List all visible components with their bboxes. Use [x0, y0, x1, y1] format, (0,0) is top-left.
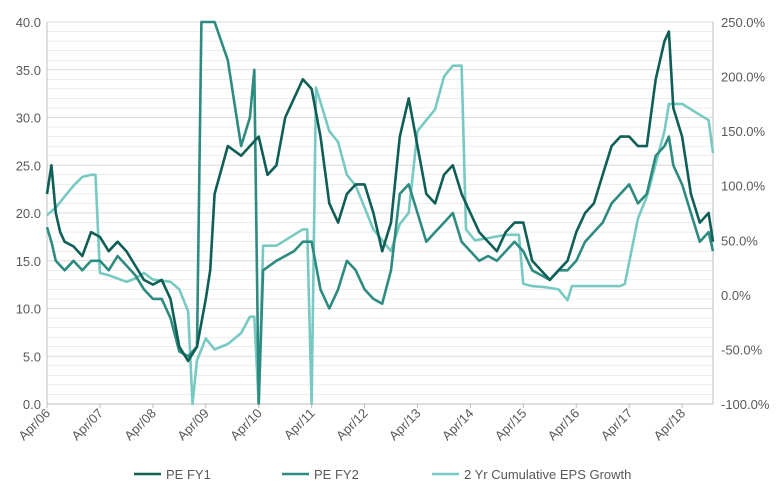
right-axis-ticks: -100.0% -50.0% 0.0% 50.0% 100.0% 150.0% 200.0%…	[721, 15, 770, 412]
right-tick-label: -100.0%	[721, 397, 770, 412]
left-tick-label: 20.0	[16, 206, 41, 221]
x-tick-label: Apr/17	[598, 406, 636, 444]
right-tick-label: 200.0%	[721, 70, 766, 85]
series-line-1	[45, 30, 715, 363]
legend-label: PE FY1	[166, 467, 211, 482]
x-axis-ticks: Apr/06 Apr/07 Apr/08 Apr/09 Apr/10 Apr/11 Apr/…	[15, 404, 688, 443]
series-lines	[45, 20, 715, 406]
x-tick-label: Apr/18	[651, 406, 689, 444]
legend-label: PE FY2	[314, 467, 359, 482]
x-tick-label: Apr/08	[121, 406, 159, 444]
series-line-3	[46, 64, 715, 406]
right-tick-label: -50.0%	[721, 342, 763, 357]
right-tick-label: 100.0%	[721, 179, 766, 194]
x-tick-label: Apr/12	[333, 406, 371, 444]
x-tick-label: Apr/07	[68, 406, 106, 444]
gridlines	[47, 21, 713, 405]
x-tick-label: Apr/10	[227, 406, 265, 444]
left-tick-label: 15.0	[16, 254, 41, 269]
legend-item-3: 2 Yr Cumulative EPS Growth	[432, 467, 631, 482]
x-tick-label: Apr/13	[386, 406, 424, 444]
left-tick-label: 35.0	[16, 63, 41, 78]
left-tick-label: 0.0	[23, 397, 41, 412]
left-tick-label: 40.0	[16, 15, 41, 30]
right-tick-label: 50.0%	[721, 233, 758, 248]
legend-item-1: PE FY1	[134, 467, 211, 482]
x-tick-label: Apr/16	[545, 406, 583, 444]
left-tick-label: 25.0	[16, 158, 41, 173]
right-tick-label: 250.0%	[721, 15, 766, 30]
left-tick-label: 5.0	[23, 349, 41, 364]
x-tick-label: Apr/14	[439, 406, 477, 444]
left-tick-label: 10.0	[16, 302, 41, 317]
legend-item-2: PE FY2	[282, 467, 359, 482]
legend: PE FY1 PE FY2 2 Yr Cumulative EPS Growth	[134, 467, 631, 482]
axes	[46, 22, 714, 405]
right-tick-label: 150.0%	[721, 124, 766, 139]
series-line-2	[45, 20, 715, 406]
x-tick-label: Apr/09	[174, 406, 212, 444]
x-tick-label: Apr/15	[492, 406, 530, 444]
right-tick-label: 0.0%	[721, 288, 751, 303]
x-tick-label: Apr/11	[281, 406, 318, 443]
left-axis-ticks: 0.0 5.0 10.0 15.0 20.0 25.0 30.0 35.0 40.0	[16, 15, 41, 412]
legend-label: 2 Yr Cumulative EPS Growth	[464, 467, 631, 482]
left-tick-label: 30.0	[16, 111, 41, 126]
